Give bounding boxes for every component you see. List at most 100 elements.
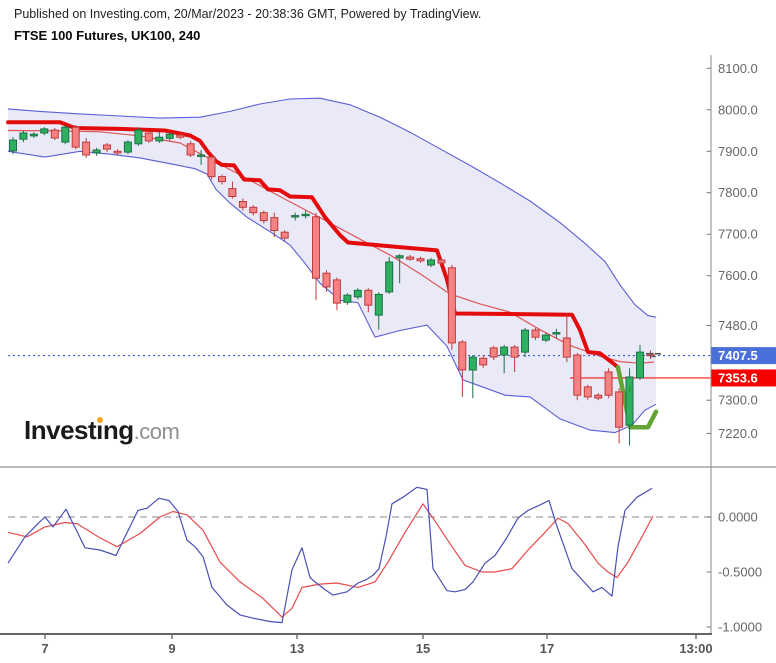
price-tick-label: 8100.0 <box>718 61 758 76</box>
candle-down <box>322 272 331 288</box>
candle-up <box>123 141 132 153</box>
candle-down <box>259 212 268 222</box>
candle-down <box>364 289 373 306</box>
candle-up <box>625 376 634 426</box>
candle-up <box>301 213 310 217</box>
candle-down <box>113 150 122 154</box>
logo-orange-dot-i: i <box>96 415 103 445</box>
candle-down <box>458 341 467 371</box>
logo-text-post: ng <box>102 415 134 445</box>
candle-down <box>71 126 80 148</box>
candle-up <box>500 346 509 356</box>
price-tick-label: 7900.0 <box>718 144 758 159</box>
candle-down <box>144 132 153 142</box>
price-tick-label: 7700.0 <box>718 227 758 242</box>
candle-down <box>437 259 446 264</box>
candle-up <box>61 126 70 143</box>
candle-down <box>238 201 247 208</box>
oscillator-signal-red <box>7 503 654 618</box>
time-tick-label: 17 <box>540 641 554 656</box>
candle-up <box>291 215 300 218</box>
candle-up <box>552 332 561 335</box>
time-tick-label: 7 <box>41 641 48 656</box>
band-upper-line <box>7 97 657 318</box>
main-pane: I <box>6 97 711 446</box>
trend-line-down <box>6 120 620 370</box>
bottom-time-axis: 7 9 13 15 17 13:00 <box>0 633 713 656</box>
candle-down <box>416 258 425 262</box>
candle-up <box>636 351 644 379</box>
last-price-badge <box>711 347 776 365</box>
candle-up <box>374 293 383 316</box>
oscillator-pane <box>7 486 711 624</box>
candle-down <box>510 346 519 358</box>
candle-down <box>583 386 592 398</box>
candle-up <box>134 129 143 145</box>
buy-marker: I <box>629 385 632 396</box>
logo-text-pre: Invest <box>24 415 97 445</box>
published-line: Published on Investing.com, 20/Mar/2023 … <box>14 7 482 21</box>
time-tick-label: 13 <box>290 641 304 656</box>
candle-up <box>155 136 164 142</box>
candle-up <box>40 128 49 134</box>
candle-down <box>103 144 111 150</box>
candle-down <box>447 267 456 344</box>
candle-up <box>165 133 174 139</box>
osc-tick-label: -1.0000 <box>718 620 762 635</box>
candle-up <box>427 259 435 266</box>
candle-down <box>82 141 91 156</box>
candle-down <box>531 329 540 338</box>
candle-down <box>594 394 603 399</box>
candle-up <box>468 356 477 371</box>
candle-down <box>218 176 226 183</box>
price-tick-label: 8000.0 <box>718 102 758 117</box>
candle-down <box>280 231 289 239</box>
candle-down <box>270 217 279 232</box>
candle-up <box>385 261 394 293</box>
osc-tick-label: 0.0000 <box>718 510 758 525</box>
candle-down <box>207 156 216 178</box>
candle-down <box>186 143 195 156</box>
candle-down <box>406 256 415 260</box>
right-price-axis: 8100.0 8000.0 7900.0 7800.0 7700.0 7600.0 7480… <box>706 55 776 635</box>
oscillator-main-blue <box>7 486 653 624</box>
candle-up <box>92 149 101 154</box>
candle-down <box>312 216 320 279</box>
price-tick-label: 7600.0 <box>718 268 758 283</box>
candle-down <box>479 357 488 366</box>
logo-text-suffix: .com <box>133 419 180 444</box>
candle-up <box>343 294 352 303</box>
candle-up <box>353 289 362 298</box>
candles-group <box>9 125 655 446</box>
time-tick-label: 9 <box>168 641 175 656</box>
price-tick-label: 7800.0 <box>718 185 758 200</box>
chart-header: Published on Investing.com, 20/Mar/2023 … <box>14 7 481 43</box>
candle-down <box>249 206 258 214</box>
price-tick-label: 7480.0 <box>718 318 758 333</box>
candle-down <box>573 354 582 396</box>
time-tick-label: 15 <box>416 641 430 656</box>
alert-price-badge-label: 7353.6 <box>718 370 758 385</box>
price-tick-label: 7300.0 <box>718 393 758 408</box>
symbol-title: FTSE 100 Futures, UK100, 240 <box>14 28 201 43</box>
candle-down <box>562 337 571 358</box>
candle-down <box>176 134 185 138</box>
candle-up <box>9 139 17 152</box>
candle-down <box>615 391 624 428</box>
candle-down <box>228 188 237 198</box>
candle-down <box>489 347 498 358</box>
candle-up <box>29 133 38 137</box>
osc-tick-label: -0.5000 <box>718 565 762 580</box>
alert-price-badge <box>711 369 776 387</box>
candle-down <box>332 279 341 304</box>
candle-down <box>604 371 613 396</box>
candle-up <box>395 255 404 259</box>
time-tick-label: 13:00 <box>679 641 712 656</box>
last-price-badge-label: 7407.5 <box>718 348 758 363</box>
candle-up <box>541 334 550 341</box>
candle-up <box>521 329 529 353</box>
price-tick-label: 7220.0 <box>718 426 758 441</box>
candle-up <box>19 132 28 140</box>
